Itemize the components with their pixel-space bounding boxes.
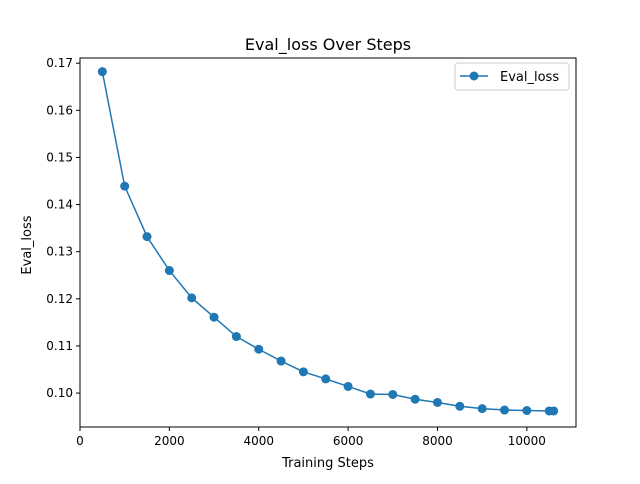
plot-frame <box>79 57 577 428</box>
data-point <box>343 381 353 391</box>
legend-box <box>454 62 570 91</box>
data-point <box>432 397 442 407</box>
x-axis-label: Training Steps <box>281 456 374 471</box>
data-point <box>522 406 532 416</box>
y-tick-label: 0.14 <box>46 198 73 212</box>
data-point <box>97 67 107 77</box>
data-point <box>321 374 331 384</box>
data-point <box>477 404 487 414</box>
data-point <box>276 356 286 366</box>
y-tick-label: 0.16 <box>46 103 73 117</box>
data-point <box>187 293 197 303</box>
x-tick-label: 10000 <box>508 434 546 448</box>
data-point <box>142 232 152 242</box>
x-tick-label: 6000 <box>333 434 364 448</box>
data-point <box>254 344 264 354</box>
y-tick-label: 0.17 <box>46 56 73 70</box>
legend-label: Eval_loss <box>500 70 559 85</box>
series-line <box>101 71 554 412</box>
data-point <box>365 389 375 399</box>
axis-ticks: 0 2000 4000 6000 8000 10000 0.10 0.11 0.12 0.13 0.… <box>46 56 546 448</box>
series-layer <box>97 67 559 416</box>
x-tick-label: 4000 <box>243 434 274 448</box>
data-point <box>549 406 559 416</box>
legend-marker <box>469 71 479 81</box>
y-tick-label: 0.15 <box>46 150 73 164</box>
x-tick-label: 0 <box>76 434 84 448</box>
data-point <box>455 401 465 411</box>
data-point <box>120 181 130 191</box>
y-tick-label: 0.10 <box>46 386 73 400</box>
data-point <box>410 394 420 404</box>
x-tick-label: 2000 <box>154 434 185 448</box>
y-tick-label: 0.13 <box>46 245 73 259</box>
y-axis-label: Eval_loss <box>20 215 35 274</box>
data-point <box>209 312 219 322</box>
legend: Eval_loss <box>454 62 570 91</box>
data-point <box>298 367 308 377</box>
data-point <box>231 332 241 342</box>
x-tick-label: 8000 <box>422 434 453 448</box>
y-tick-label: 0.12 <box>46 292 73 306</box>
data-point <box>388 389 398 399</box>
chart-title: Eval_loss Over Steps <box>245 35 411 55</box>
data-point <box>164 266 174 276</box>
y-tick-label: 0.11 <box>46 339 73 353</box>
data-point <box>500 405 510 415</box>
